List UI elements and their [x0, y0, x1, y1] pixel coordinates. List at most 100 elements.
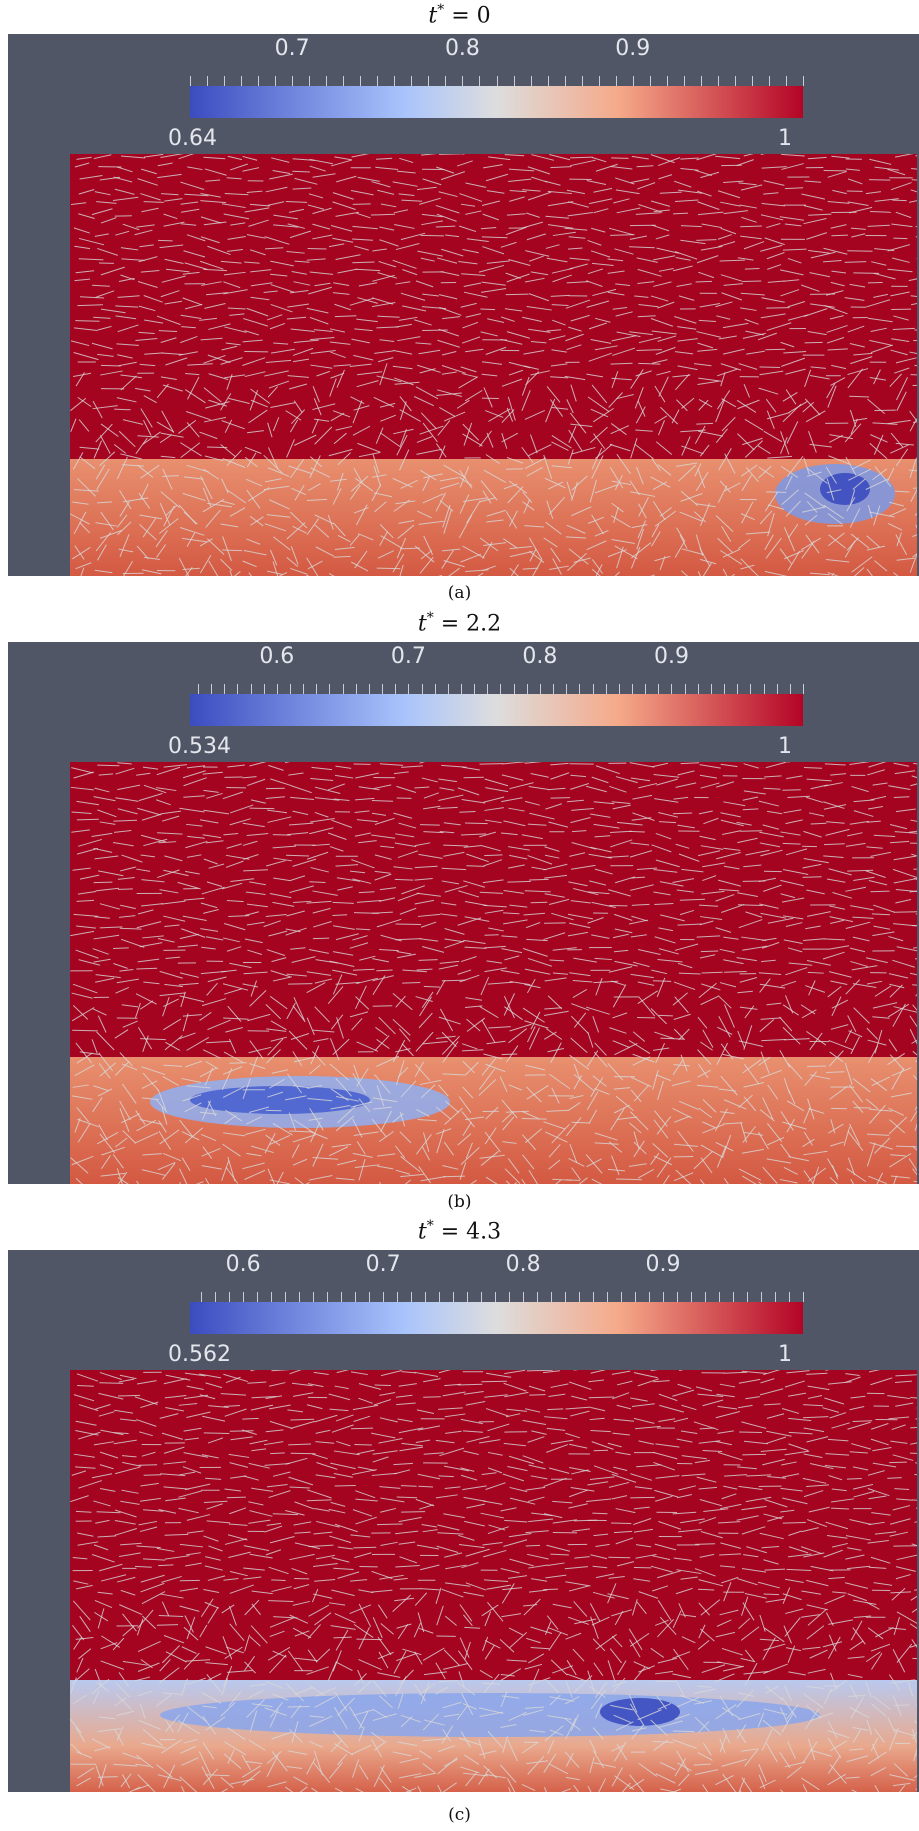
velocity-arrow: [312, 403, 336, 411]
velocity-arrow: [548, 1632, 562, 1651]
velocity-arrow: [782, 248, 807, 251]
velocity-arrow: [614, 928, 633, 934]
velocity-arrow: [740, 830, 763, 832]
velocity-arrow: [611, 1155, 620, 1175]
velocity-arrow: [182, 492, 206, 502]
velocity-arrow: [546, 386, 561, 403]
velocity-arrow: [263, 920, 281, 928]
velocity-arrow: [867, 317, 893, 323]
velocity-arrow: [358, 786, 380, 791]
velocity-arrow: [724, 1004, 735, 1028]
velocity-arrow: [463, 939, 486, 944]
velocity-arrow: [909, 1015, 917, 1028]
velocity-arrow: [185, 373, 200, 376]
velocity-arrow: [309, 827, 334, 835]
velocity-arrow: [788, 962, 813, 966]
velocity-arrow: [653, 255, 676, 261]
velocity-arrow: [200, 200, 227, 204]
velocity-arrow: [784, 550, 804, 560]
velocity-arrow: [415, 280, 434, 288]
velocity-arrow: [267, 467, 290, 477]
velocity-arrow: [141, 1080, 158, 1089]
velocity-arrow: [548, 1393, 566, 1397]
velocity-arrow: [736, 159, 754, 167]
velocity-arrow: [117, 876, 135, 880]
velocity-arrow: [566, 799, 584, 803]
velocity-arrow: [464, 1626, 481, 1629]
velocity-arrow: [100, 266, 125, 276]
velocity-arrow: [809, 375, 830, 380]
velocity-arrow: [221, 478, 229, 494]
velocity-arrow: [201, 1766, 215, 1790]
velocity-arrow: [908, 1158, 917, 1172]
velocity-arrow: [608, 1481, 630, 1488]
velocity-arrow: [140, 1703, 146, 1719]
velocity-arrow: [419, 469, 437, 481]
velocity-arrow: [306, 307, 329, 314]
velocity-arrow: [439, 445, 446, 459]
velocity-arrow: [91, 1738, 111, 1749]
velocity-arrow: [314, 524, 330, 538]
velocity-arrow: [331, 1557, 350, 1563]
velocity-arrow: [911, 179, 917, 181]
velocity-arrow: [293, 358, 310, 363]
velocity-arrow: [316, 370, 331, 377]
velocity-arrow: [893, 1175, 898, 1184]
velocity-arrow: [740, 225, 762, 228]
velocity-arrow: [787, 257, 802, 264]
velocity-arrow: [525, 1408, 541, 1413]
velocity-arrow: [187, 1706, 207, 1723]
velocity-arrow: [371, 181, 391, 188]
velocity-arrow: [487, 1467, 503, 1474]
velocity-arrow: [420, 1084, 436, 1099]
velocity-arrow: [909, 457, 917, 478]
velocity-arrow: [157, 1774, 182, 1782]
velocity-arrow: [139, 1119, 163, 1125]
velocity-arrow: [701, 223, 722, 229]
velocity-arrow: [269, 892, 292, 899]
velocity-arrow: [757, 1712, 765, 1728]
velocity-arrow: [658, 420, 665, 436]
velocity-arrow: [352, 238, 373, 241]
velocity-arrow: [376, 567, 401, 570]
velocity-arrow: [594, 1142, 619, 1145]
velocity-arrow: [291, 1567, 308, 1575]
velocity-arrow: [142, 935, 164, 939]
velocity-arrow: [422, 493, 444, 504]
velocity-arrow: [442, 1175, 466, 1178]
velocity-arrow: [229, 313, 245, 316]
velocity-arrow: [788, 1671, 806, 1676]
velocity-arrow: [800, 1546, 823, 1555]
velocity-arrow: [507, 1158, 520, 1174]
velocity-arrow: [766, 252, 785, 260]
velocity-arrow: [766, 1413, 785, 1419]
velocity-arrow: [422, 1146, 431, 1161]
velocity-arrow: [220, 444, 237, 458]
velocity-arrow: [764, 491, 779, 512]
velocity-arrow: [221, 203, 246, 209]
velocity-arrow: [717, 234, 732, 240]
colorbar-minor-tick: [411, 76, 413, 86]
velocity-arrow: [822, 951, 845, 960]
velocity-arrow: [759, 370, 784, 376]
velocity-arrow: [594, 484, 619, 494]
velocity-arrow: [143, 1558, 166, 1561]
velocity-arrow: [271, 1586, 292, 1593]
velocity-arrow: [484, 854, 503, 857]
velocity-arrow: [658, 927, 674, 932]
velocity-arrow: [352, 261, 375, 264]
velocity-arrow: [77, 304, 103, 307]
velocity-arrow: [285, 1095, 307, 1101]
velocity-arrow: [119, 969, 134, 972]
velocity-arrow: [266, 949, 285, 957]
colorbar-minor-tick: [434, 684, 436, 694]
velocity-arrow: [571, 1015, 589, 1034]
velocity-arrow: [655, 1619, 669, 1626]
velocity-arrow: [779, 1049, 791, 1068]
velocity-arrow: [847, 1130, 864, 1152]
colorbar-tick-label: 0.7: [365, 1252, 401, 1277]
velocity-arrow: [397, 1623, 409, 1640]
velocity-arrow: [156, 315, 181, 326]
velocity-arrow: [742, 1175, 757, 1184]
velocity-arrow: [288, 1030, 308, 1050]
